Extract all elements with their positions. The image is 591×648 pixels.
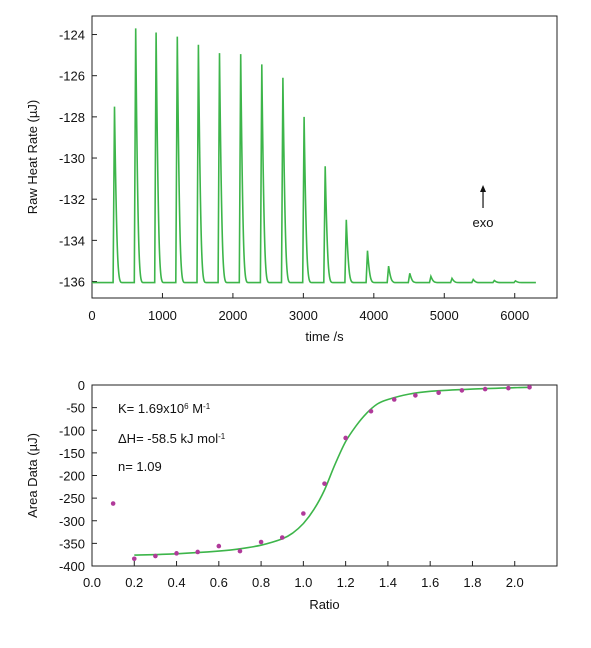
bottom-y-tick-label: -100 (59, 423, 85, 438)
top-x-tick-label: 1000 (148, 308, 177, 323)
area-data-point (195, 550, 200, 555)
top-x-tick-label: 6000 (500, 308, 529, 323)
area-data-point (153, 554, 158, 559)
bottom-y-tick-label: -250 (59, 491, 85, 506)
top-y-tick-label: -134 (59, 233, 85, 248)
top-y-tick-label: -128 (59, 110, 85, 125)
bottom-x-tick-label: 2.0 (506, 575, 524, 590)
bottom-x-tick-label: 1.2 (337, 575, 355, 590)
area-data-point (111, 501, 116, 506)
top-x-tick-label: 0 (88, 308, 95, 323)
area-data-point (483, 387, 488, 392)
bottom-x-tick-label: 1.6 (421, 575, 439, 590)
area-data-point (259, 540, 264, 545)
area-data-chart: 0 -50 -100 -150 -200 -250 -300 -350 -4000.0 0.2 0.… (25, 378, 557, 612)
area-data-point (217, 544, 222, 549)
exo-arrow-head-icon (480, 185, 486, 192)
bottom-x-tick-label: 0.6 (210, 575, 228, 590)
bottom-x-tick-label: 0.4 (168, 575, 186, 590)
bottom-y-tick-label: -400 (59, 559, 85, 574)
fit-parameter-annotation: n= 1.09 (118, 459, 162, 474)
area-data-point (392, 397, 397, 402)
area-data-point (460, 388, 465, 393)
annotation-superscript: -1 (218, 432, 226, 441)
bottom-x-tick-label: 1.4 (379, 575, 397, 590)
heat-rate-trace (92, 28, 536, 282)
area-data-point (527, 385, 532, 390)
bottom-x-axis-label: Ratio (309, 597, 339, 612)
annotation-text: K= 1.69x10 (118, 401, 184, 416)
bottom-x-tick-label: 0.0 (83, 575, 101, 590)
raw-heat-rate-chart: -124 -126 -128 -130 -132 -134 -136 0 1000 2000 300… (25, 16, 557, 344)
top-x-axis-label: time /s (305, 329, 344, 344)
area-data-point (413, 393, 418, 398)
annotation-superscript: -1 (203, 402, 211, 411)
bottom-y-tick-label: -150 (59, 446, 85, 461)
top-x-tick-label: 2000 (218, 308, 247, 323)
top-y-tick-label: -130 (59, 151, 85, 166)
fit-parameter-annotation: K= 1.69x106 M-1 (118, 401, 211, 416)
bottom-y-tick-label: -350 (59, 536, 85, 551)
bottom-y-tick-label: -200 (59, 469, 85, 484)
bottom-y-tick-label: -300 (59, 514, 85, 529)
top-y-tick-label: -124 (59, 28, 85, 43)
area-data-point (238, 549, 243, 554)
area-data-point (343, 436, 348, 441)
area-data-point (436, 390, 441, 395)
top-x-tick-label: 3000 (289, 308, 318, 323)
area-data-point (322, 481, 327, 486)
bottom-x-tick-label: 1.0 (294, 575, 312, 590)
fit-parameter-annotation: ΔH= -58.5 kJ mol-1 (118, 431, 226, 446)
area-data-point (369, 409, 374, 414)
area-data-point (174, 551, 179, 556)
exo-annotation: exo (473, 215, 494, 230)
annotation-text: M (189, 401, 203, 416)
bottom-x-tick-label: 1.8 (463, 575, 481, 590)
bottom-y-axis-label: Area Data (µJ) (25, 433, 40, 518)
area-data-point (506, 386, 511, 391)
area-data-point (132, 556, 137, 561)
top-y-tick-label: -126 (59, 69, 85, 84)
area-data-point (280, 535, 285, 540)
annotation-text: n= 1.09 (118, 459, 162, 474)
area-data-point (301, 511, 306, 516)
top-y-axis-label: Raw Heat Rate (µJ) (25, 100, 40, 214)
bottom-y-tick-label: 0 (78, 378, 85, 393)
bottom-x-tick-label: 0.2 (125, 575, 143, 590)
annotation-text: ΔH= -58.5 kJ mol (118, 431, 218, 446)
bottom-x-tick-label: 0.8 (252, 575, 270, 590)
top-x-tick-label: 4000 (359, 308, 388, 323)
top-x-tick-label: 5000 (430, 308, 459, 323)
top-y-tick-label: -132 (59, 192, 85, 207)
bottom-y-tick-label: -50 (66, 401, 85, 416)
top-y-tick-label: -136 (59, 275, 85, 290)
